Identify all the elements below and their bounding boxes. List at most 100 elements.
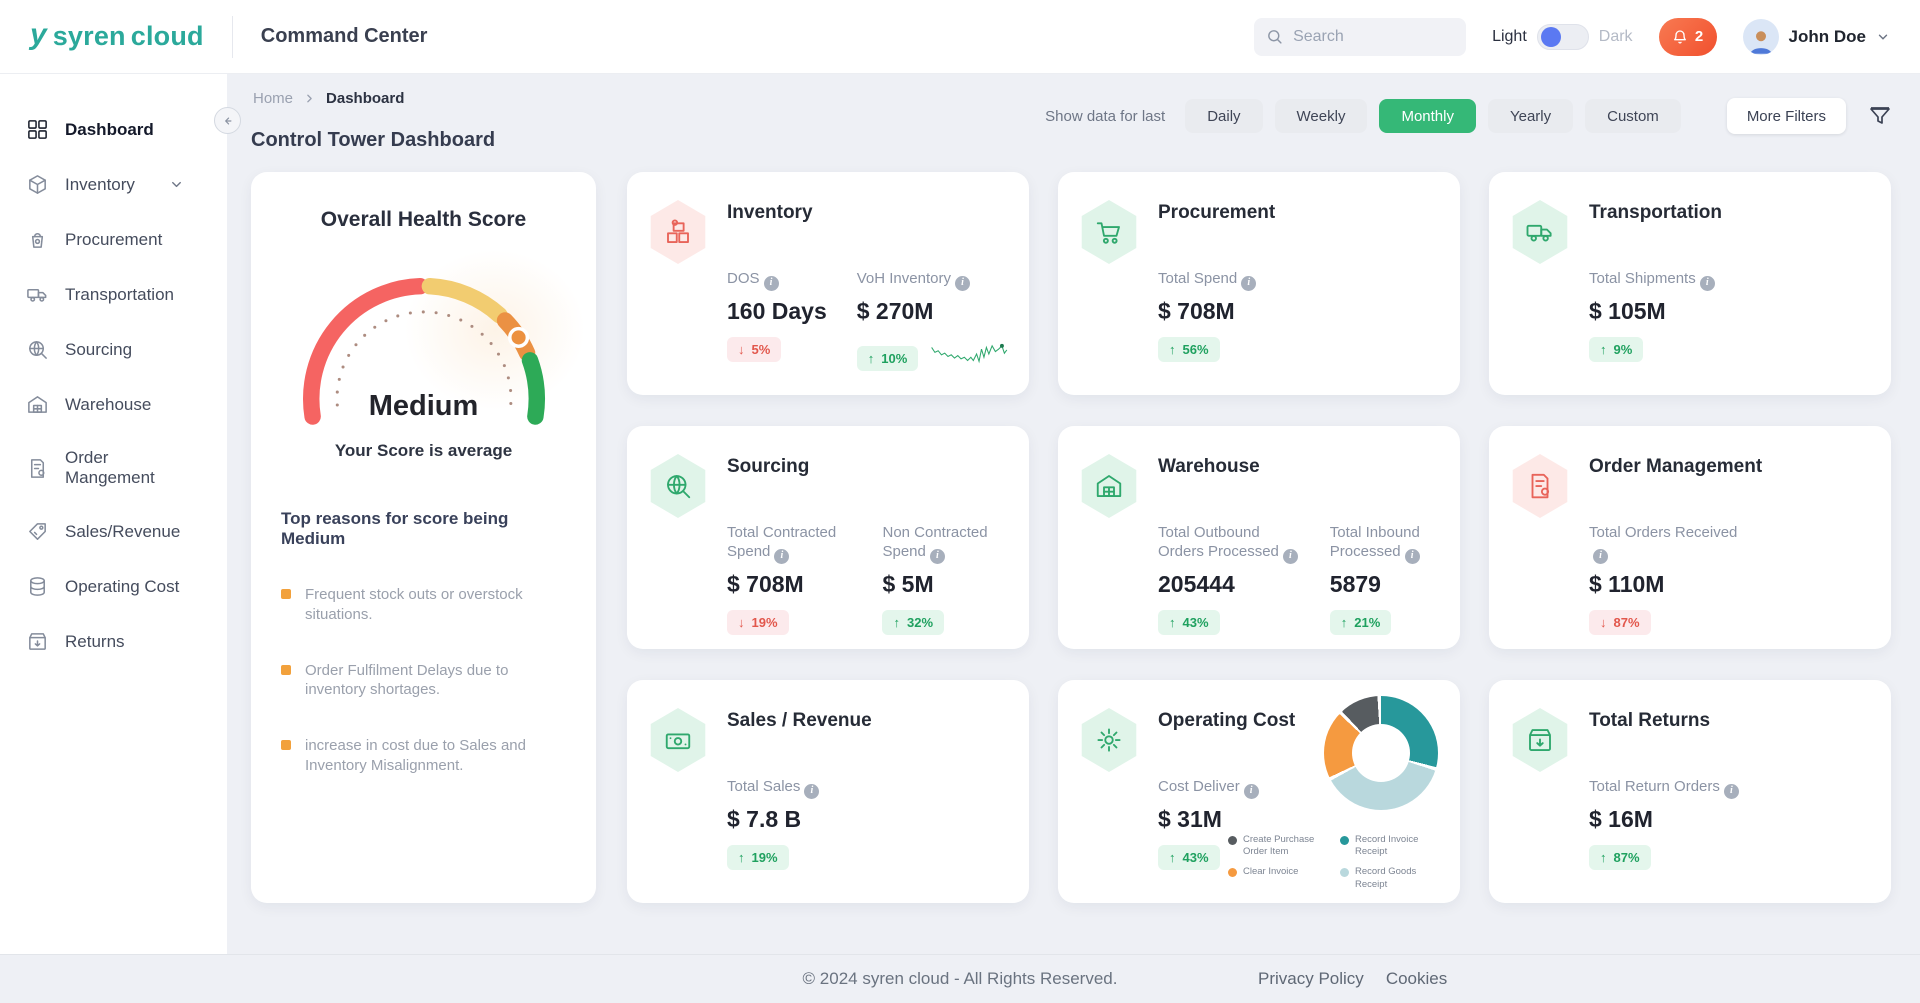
delta-badge: 10% (856, 345, 919, 371)
health-score-card: Overall Health Score Medium Your Score i (251, 172, 596, 903)
legend-item: Record Invoice Receipt (1340, 834, 1446, 859)
info-icon[interactable] (1593, 548, 1608, 564)
card-metrics: Total Contracted Spend $ 708M 19% Non Contr… (727, 524, 1005, 635)
info-icon[interactable] (1282, 548, 1298, 564)
info-icon[interactable] (929, 548, 945, 564)
sidebar-item-label: Order Mangement (65, 448, 155, 487)
range-buttons: Daily Weekly Monthly Yearly Custom (1185, 99, 1681, 133)
bullet-square-icon (281, 740, 291, 751)
more-filters-button[interactable]: More Filters (1726, 98, 1846, 134)
search-input[interactable] (1293, 27, 1444, 46)
info-icon[interactable] (954, 275, 970, 291)
card-title: Sales / Revenue (727, 710, 872, 731)
sidebar-item-label: Transportation (65, 284, 174, 304)
card-transportation: Transportation Total Shipments $ 105M 9% (1489, 172, 1891, 395)
range-button-daily[interactable]: Daily (1185, 99, 1263, 133)
logo-text: syren cloud (52, 21, 204, 51)
arrow-up-icon (1600, 342, 1607, 357)
legend-item: Record Goods Receipt (1340, 866, 1446, 891)
inventory-boxes-icon (667, 219, 689, 243)
arrow-up-icon (1600, 850, 1607, 865)
card-metrics: Total Shipments $ 105M 9% (1589, 270, 1867, 362)
sidebar-item-label: Warehouse (65, 394, 152, 414)
range-button-yearly[interactable]: Yearly (1487, 99, 1574, 133)
sidebar-item-sourcing[interactable]: Sourcing (0, 322, 227, 377)
info-icon[interactable] (1404, 548, 1420, 564)
sidebar-item-procurement[interactable]: Procurement (0, 212, 227, 267)
dashboard-icon (28, 120, 47, 139)
sidebar-item-transportation[interactable]: Transportation (0, 267, 227, 322)
operating-cost-icon (30, 577, 45, 596)
metric: Total Spend $ 708M 56% (1158, 270, 1257, 362)
info-icon[interactable] (763, 275, 779, 291)
footer: © 2024 syren cloud - All Rights Reserved… (0, 954, 1920, 1003)
info-icon[interactable] (1723, 783, 1739, 799)
arrow-up-icon (1169, 850, 1176, 865)
arrow-up-icon (1169, 615, 1176, 630)
notification-count: 2 (1694, 28, 1704, 45)
card-icon-badge (1512, 454, 1568, 518)
user-menu[interactable]: John Doe (1742, 18, 1890, 55)
cookies-link[interactable]: Cookies (1385, 969, 1448, 988)
sidebar-item-operating-cost[interactable]: Operating Cost (0, 559, 227, 614)
info-icon[interactable] (1243, 783, 1259, 799)
metric-value: $ 16M (1589, 805, 1653, 832)
avatar-person-icon (1749, 30, 1772, 54)
filter-funnel-button[interactable] (1868, 104, 1892, 128)
search-box[interactable] (1254, 17, 1467, 56)
logo[interactable]: y syren cloud (30, 17, 204, 52)
card-title: Order Management (1589, 456, 1763, 477)
metric-delta-row: 10% (856, 337, 1009, 371)
range-button-weekly[interactable]: Weekly (1274, 99, 1368, 133)
metric-label: Cost Deliver (1158, 778, 1259, 799)
metric-delta-row: 43% (1158, 609, 1300, 635)
legend-item: Create Purchase Order Item (1228, 834, 1334, 859)
sidebar-item-label: Procurement (65, 229, 163, 249)
notifications-button[interactable]: 2 (1658, 17, 1717, 56)
metric-delta-row: 56% (1158, 336, 1256, 362)
content: Overall Health Score Medium Your Score i (251, 172, 1892, 903)
sidebar-item-label: Operating Cost (65, 576, 180, 596)
sidebar-collapse-button[interactable] (214, 107, 241, 134)
card-total-returns: Total Returns Total Return Orders $ 16M 87% (1489, 680, 1891, 903)
procurement-cart-icon (1096, 222, 1120, 244)
breadcrumb: Home Dashboard (251, 90, 1892, 107)
info-icon[interactable] (1699, 275, 1715, 291)
range-button-monthly[interactable]: Monthly (1379, 99, 1476, 133)
info-icon[interactable] (804, 783, 820, 799)
sidebar-item-returns[interactable]: Returns (0, 614, 227, 669)
card-icon-badge (1081, 454, 1137, 518)
sidebar-item-order-mangement[interactable]: Order Mangement (0, 432, 227, 504)
breadcrumb-home[interactable]: Home (253, 90, 294, 107)
metric-delta-row: 9% (1589, 336, 1715, 362)
sidebar-item-sales-revenue[interactable]: Sales/Revenue (0, 504, 227, 559)
metric-value: $ 7.8 B (727, 805, 802, 832)
user-name: John Doe (1788, 26, 1866, 46)
privacy-policy-link[interactable]: Privacy Policy (1258, 969, 1364, 988)
sidebar-item-warehouse[interactable]: Warehouse (0, 377, 227, 432)
theme-light-label: Light (1492, 27, 1527, 45)
sidebar-item-label: Sourcing (65, 339, 133, 359)
sidebar-item-inventory[interactable]: Inventory (0, 157, 227, 212)
card-metrics: Cost Deliver $ 31M 43% (1158, 778, 1436, 870)
health-score-title: Overall Health Score (320, 208, 527, 231)
returns-icon (29, 633, 46, 650)
metric-value: $ 5M (882, 570, 934, 597)
info-icon[interactable] (774, 548, 790, 564)
metric-delta-row: 5% (727, 336, 827, 362)
card-inventory: Inventory DOS 160 Days 5% VoH Inventory $ 270… (627, 172, 1029, 395)
health-reason-text: increase in cost due to Sales and Invent… (305, 737, 526, 774)
metric: Total Return Orders $ 16M 87% (1589, 778, 1739, 870)
theme-switch[interactable] (1536, 23, 1589, 50)
health-gauge-svg (302, 277, 545, 425)
range-button-custom[interactable]: Custom (1585, 99, 1681, 133)
breadcrumb-current[interactable]: Dashboard (326, 90, 405, 107)
info-icon[interactable] (1241, 275, 1257, 291)
sidebar-item-dashboard[interactable]: Dashboard (0, 102, 227, 157)
arrow-down-icon (1600, 615, 1607, 630)
footer-links: Privacy Policy Cookies (1258, 969, 1447, 989)
logo-icon: y (30, 17, 47, 51)
funnel-icon (1870, 107, 1890, 124)
metric-label: DOS (727, 270, 827, 291)
